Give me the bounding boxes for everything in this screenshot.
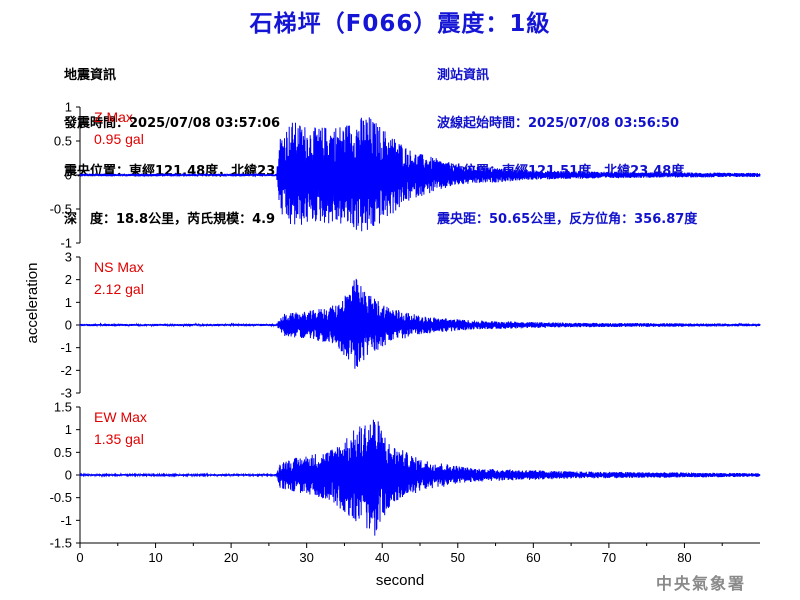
- x-tick-label: 0: [76, 550, 83, 565]
- earthquake-info-heading: 地震資訊: [64, 68, 117, 83]
- x-tick-label: 30: [299, 550, 313, 565]
- x-tick-label: 50: [451, 550, 465, 565]
- earthquake-origin-time: 發震時間：2025/07/08 03:57:06: [64, 116, 281, 131]
- y-tick-label: 0: [65, 318, 72, 333]
- station-start-time: 波線起始時間：2025/07/08 03:56:50: [437, 116, 680, 131]
- max-label-z: Z Max: [94, 109, 133, 125]
- station-distance-azimuth: 震央距：50.65公里，反方位角：356.87度: [437, 212, 698, 227]
- y-tick-label: -1.5: [50, 536, 72, 551]
- y-tick-label: 1: [65, 295, 72, 310]
- max-value-ns: 2.12 gal: [94, 281, 144, 297]
- y-axis-label: acceleration: [24, 263, 41, 344]
- y-tick-label: 1.5: [54, 400, 72, 415]
- y-tick-label: -0.5: [50, 490, 72, 505]
- x-tick-label: 10: [148, 550, 162, 565]
- chart-title: 石梯坪（F066）震度：1級: [249, 11, 551, 37]
- earthquake-depth-magnitude: 深 度：18.8公里，芮氏規模：4.9: [64, 212, 276, 227]
- max-label-ns: NS Max: [94, 259, 144, 275]
- y-tick-label: 3: [65, 250, 72, 265]
- y-tick-label: 0.5: [54, 134, 72, 149]
- trace-ew: [79, 419, 761, 536]
- x-tick-label: 40: [375, 550, 389, 565]
- y-tick-label: 1: [65, 100, 72, 115]
- y-tick-label: 0: [65, 468, 72, 483]
- y-tick-label: 1: [65, 422, 72, 437]
- x-tick-label: 60: [526, 550, 540, 565]
- earthquake-info: 地震資訊 發震時間：2025/07/08 03:57:06 震央位置：東經121…: [64, 36, 311, 244]
- y-tick-label: -2: [60, 363, 72, 378]
- trace-ns: [79, 278, 761, 369]
- station-info-heading: 測站資訊: [437, 68, 490, 83]
- x-tick-label: 80: [677, 550, 691, 565]
- y-tick-label: 0.5: [54, 445, 72, 460]
- trace-z: [79, 117, 761, 232]
- y-tick-label: -1: [60, 340, 72, 355]
- max-value-ew: 1.35 gal: [94, 431, 144, 447]
- x-tick-label: 70: [602, 550, 616, 565]
- y-tick-label: 2: [65, 272, 72, 287]
- max-value-z: 0.95 gal: [94, 131, 144, 147]
- y-tick-label: -1: [60, 513, 72, 528]
- y-tick-label: -1: [60, 236, 72, 251]
- y-tick-label: -3: [60, 386, 72, 401]
- y-tick-label: -0.5: [50, 202, 72, 217]
- x-axis-label: second: [376, 572, 424, 589]
- agency-footer: 中央氣象署: [656, 574, 747, 593]
- x-tick-label: 20: [224, 550, 238, 565]
- y-tick-label: 0: [65, 168, 72, 183]
- max-label-ew: EW Max: [94, 409, 147, 425]
